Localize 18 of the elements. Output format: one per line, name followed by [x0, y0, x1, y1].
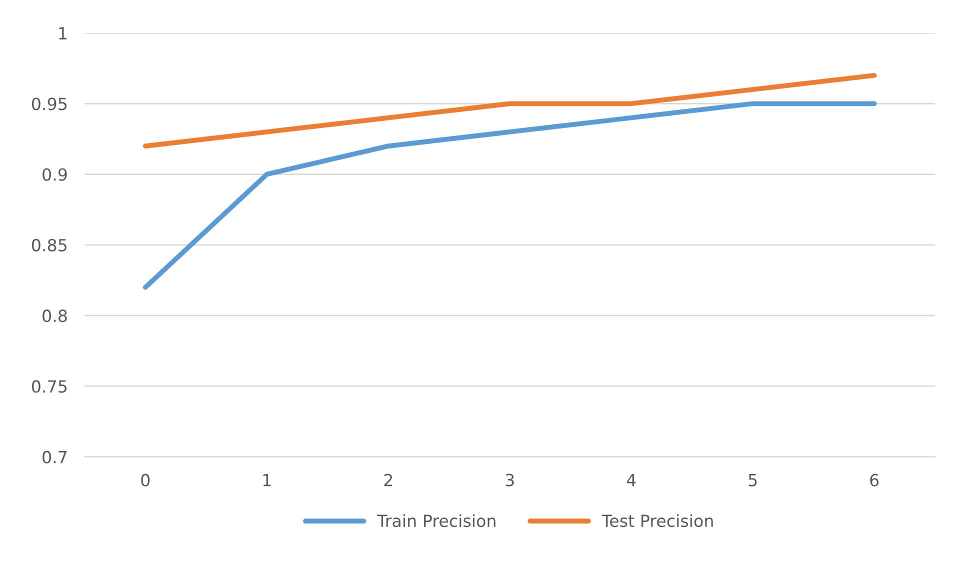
legend-label: Train Precision — [377, 514, 496, 528]
y-tick-label: 0.95 — [32, 98, 67, 110]
x-tick-label: 4 — [626, 474, 636, 486]
y-tick-label: 0.75 — [32, 380, 67, 393]
x-tick-label: 1 — [263, 474, 271, 486]
y-tick-label: 0.8 — [42, 310, 67, 322]
x-tick-label: 3 — [506, 474, 514, 486]
y-tick-label: 0.9 — [42, 168, 67, 181]
y-tick-label: 0.7 — [42, 450, 67, 464]
legend-label: Test Precision — [602, 514, 713, 528]
x-tick-label: 0 — [141, 474, 150, 486]
y-tick-label: 1 — [59, 27, 66, 40]
x-tick-label: 6 — [870, 474, 879, 486]
x-tick-label: 2 — [384, 474, 392, 486]
line-series — [142, 101, 877, 290]
x-tick-label: 5 — [748, 474, 757, 486]
line-series — [142, 72, 877, 148]
y-tick-label: 0.85 — [32, 238, 67, 252]
